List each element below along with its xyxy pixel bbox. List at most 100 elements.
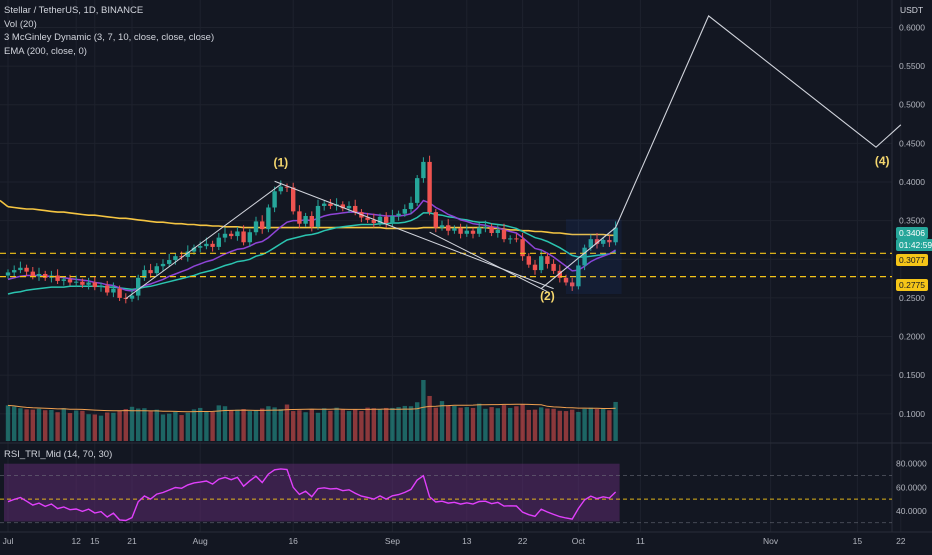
volume-bar	[359, 411, 364, 441]
candle-body	[371, 219, 376, 223]
legend-mcginley[interactable]: 3 McGinley Dynamic (3, 7, 10, close, clo…	[4, 32, 215, 43]
volume-bar	[353, 409, 358, 441]
volume-bar	[92, 414, 97, 441]
volume-bar	[408, 406, 414, 441]
volume-bar	[464, 407, 469, 441]
volume-bar	[539, 407, 544, 441]
volume-bar	[477, 403, 482, 441]
volume-bar	[36, 408, 42, 441]
candle-body	[408, 202, 414, 210]
volume-bar	[514, 406, 519, 441]
volume-bar	[278, 409, 283, 441]
legend-volume[interactable]: Vol (20)	[4, 18, 37, 30]
volume-bar	[247, 411, 252, 441]
price-tick-label: 0.6000	[899, 22, 925, 32]
candle-body	[328, 203, 333, 206]
candle-body	[576, 265, 581, 287]
candle-body	[266, 207, 271, 230]
candle-body	[346, 205, 352, 209]
candle-body	[111, 288, 116, 293]
volume-bar	[396, 407, 401, 441]
candle-body	[80, 281, 85, 285]
volume-bar	[489, 407, 494, 441]
volume-bar	[123, 409, 128, 441]
candle-body	[390, 216, 395, 223]
wave-label: (1)	[273, 156, 288, 170]
volume-bar	[24, 409, 29, 441]
candle-body	[322, 203, 327, 206]
time-tick-label: 15	[90, 536, 100, 546]
price-tick-label: 0.5000	[899, 100, 925, 110]
candle-body	[439, 225, 445, 228]
volume-bar	[303, 412, 308, 441]
time-tick-label: 12	[71, 536, 81, 546]
candle-body	[415, 178, 420, 203]
volume-ma-line	[7, 403, 616, 413]
volume-bar	[117, 410, 122, 441]
rsi-tick-label: 60.0000	[896, 482, 927, 492]
wave-label: (4)	[875, 154, 890, 168]
chart-legend: Stellar / TetherUS, 1D, BINANCE Vol (20)…	[4, 4, 214, 58]
rsi-line	[7, 468, 617, 522]
volume-bars	[5, 380, 618, 441]
candle-body	[483, 226, 488, 228]
candle-body	[446, 225, 451, 231]
volume-bar	[167, 413, 172, 441]
chart-title[interactable]: Stellar / TetherUS, 1D, BINANCE	[4, 5, 144, 16]
candle-body	[241, 231, 246, 243]
volume-bar	[427, 395, 432, 441]
candle-body	[508, 238, 513, 240]
volume-bar	[532, 409, 538, 441]
candle-body	[235, 231, 240, 237]
volume-bar	[291, 411, 296, 441]
legend-rsi[interactable]: RSI_TRI_Mid (14, 70, 30)	[4, 449, 113, 460]
volume-bar	[402, 405, 407, 441]
candle-body	[297, 211, 302, 224]
volume-bar	[98, 415, 104, 441]
candle-body	[142, 270, 147, 278]
candle-body	[92, 282, 97, 288]
candle-body	[36, 273, 42, 277]
last-price-tag: 0.3406	[896, 227, 928, 239]
legend-ema[interactable]: EMA (200, close, 0)	[4, 45, 87, 57]
price-tick-label: 0.4000	[899, 177, 925, 187]
candle-body	[67, 279, 73, 283]
candle-body	[136, 277, 141, 296]
volume-bar	[433, 407, 438, 441]
candle-body	[253, 221, 259, 233]
projection-path	[540, 15, 902, 290]
volume-bar	[526, 409, 531, 441]
volume-bar	[198, 407, 203, 441]
volume-bar	[216, 405, 221, 441]
volume-bar	[5, 405, 11, 441]
candle-body	[402, 209, 407, 214]
volume-bar	[80, 410, 85, 441]
candle-body	[210, 243, 215, 247]
volume-bar	[588, 407, 593, 441]
candle-body	[377, 216, 383, 223]
time-tick-label: 22	[896, 536, 906, 546]
candle-body	[86, 282, 91, 285]
time-tick-label: 15	[853, 536, 863, 546]
volume-bar	[142, 408, 147, 441]
price-tick-label: 0.5500	[899, 61, 925, 71]
candle-body	[247, 232, 252, 243]
volume-bar	[557, 410, 562, 441]
candle-body	[551, 263, 556, 271]
volume-bar	[309, 409, 314, 441]
candle-body	[278, 186, 283, 192]
drawings[interactable]: (1) (2) (4)	[0, 15, 902, 303]
candle-body	[198, 246, 203, 248]
candle-body	[303, 216, 308, 224]
volume-bar	[284, 404, 290, 441]
volume-bar	[160, 414, 166, 441]
candle-body	[421, 161, 426, 179]
candle-body	[452, 228, 457, 231]
volume-bar	[210, 411, 215, 441]
volume-bar	[191, 409, 197, 441]
candle-body	[179, 256, 184, 258]
volume-bar	[43, 410, 48, 441]
candle-body	[477, 227, 482, 234]
